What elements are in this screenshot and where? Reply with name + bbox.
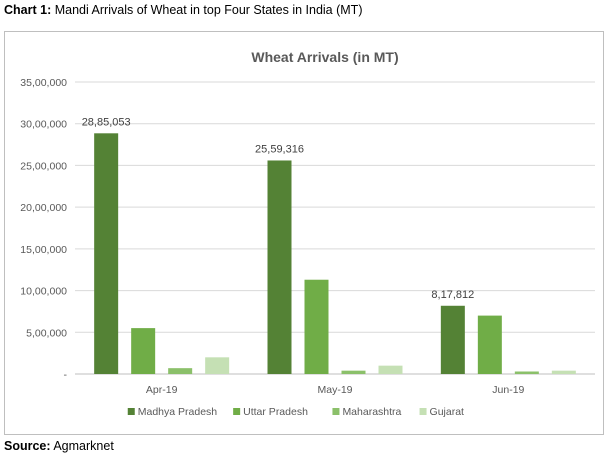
bar-madhya-pradesh (440, 305, 465, 374)
legend-swatch (419, 408, 427, 415)
legend-swatch (332, 408, 340, 415)
caption-prefix: Chart 1: (4, 3, 52, 17)
chart-title: Wheat Arrivals (in MT) (251, 49, 398, 65)
bar-madhya-pradesh (94, 133, 119, 374)
x-tick-label: Apr-19 (146, 384, 178, 396)
y-tick-label: 30,00,000 (20, 119, 67, 131)
y-tick-label: 10,00,000 (20, 286, 67, 298)
legend-label: Gujarat (430, 406, 465, 418)
bar-maharashtra (341, 370, 366, 374)
source-prefix: Source: (4, 439, 51, 453)
chart-caption: Chart 1: Mandi Arrivals of Wheat in top … (4, 3, 362, 17)
bar-uttar-pradesh (304, 279, 329, 374)
chart-area: Wheat Arrivals (in MT) - 5,00,000 10,00,000… (4, 31, 604, 435)
legend-label: Maharashtra (342, 406, 401, 418)
data-label: 8,17,812 (431, 289, 474, 301)
y-tick-label: - (64, 369, 68, 381)
source-text: Agmarknet (53, 439, 114, 453)
bar-gujarat (378, 365, 403, 374)
data-label: 28,85,053 (82, 116, 131, 128)
source-note: Source: Agmarknet (4, 439, 114, 453)
y-tick-label: 25,00,000 (20, 160, 67, 172)
bar-chart: Wheat Arrivals (in MT) - 5,00,000 10,00,000… (20, 49, 595, 418)
y-tick-label: 5,00,000 (26, 327, 67, 339)
bar-madhya-pradesh (267, 160, 292, 374)
legend-label: Madhya Pradesh (138, 406, 218, 418)
legend-swatch (127, 408, 135, 415)
y-tick-label: 15,00,000 (20, 244, 67, 256)
y-tick-label: 35,00,000 (20, 77, 67, 89)
bar-uttar-pradesh (131, 328, 156, 374)
bar-uttar-pradesh (477, 315, 502, 374)
legend-swatch (233, 408, 241, 415)
y-tick-label: 20,00,000 (20, 202, 67, 214)
data-label: 25,59,316 (255, 143, 304, 155)
bar-maharashtra (168, 368, 193, 374)
legend-label: Uttar Pradesh (243, 406, 308, 418)
caption-text: Mandi Arrivals of Wheat in top Four Stat… (54, 3, 363, 17)
bar-gujarat (205, 357, 230, 374)
bar-maharashtra (514, 371, 539, 374)
bar-gujarat (551, 370, 576, 374)
x-tick-label: May-19 (317, 384, 352, 396)
x-tick-label: Jun-19 (492, 384, 524, 396)
